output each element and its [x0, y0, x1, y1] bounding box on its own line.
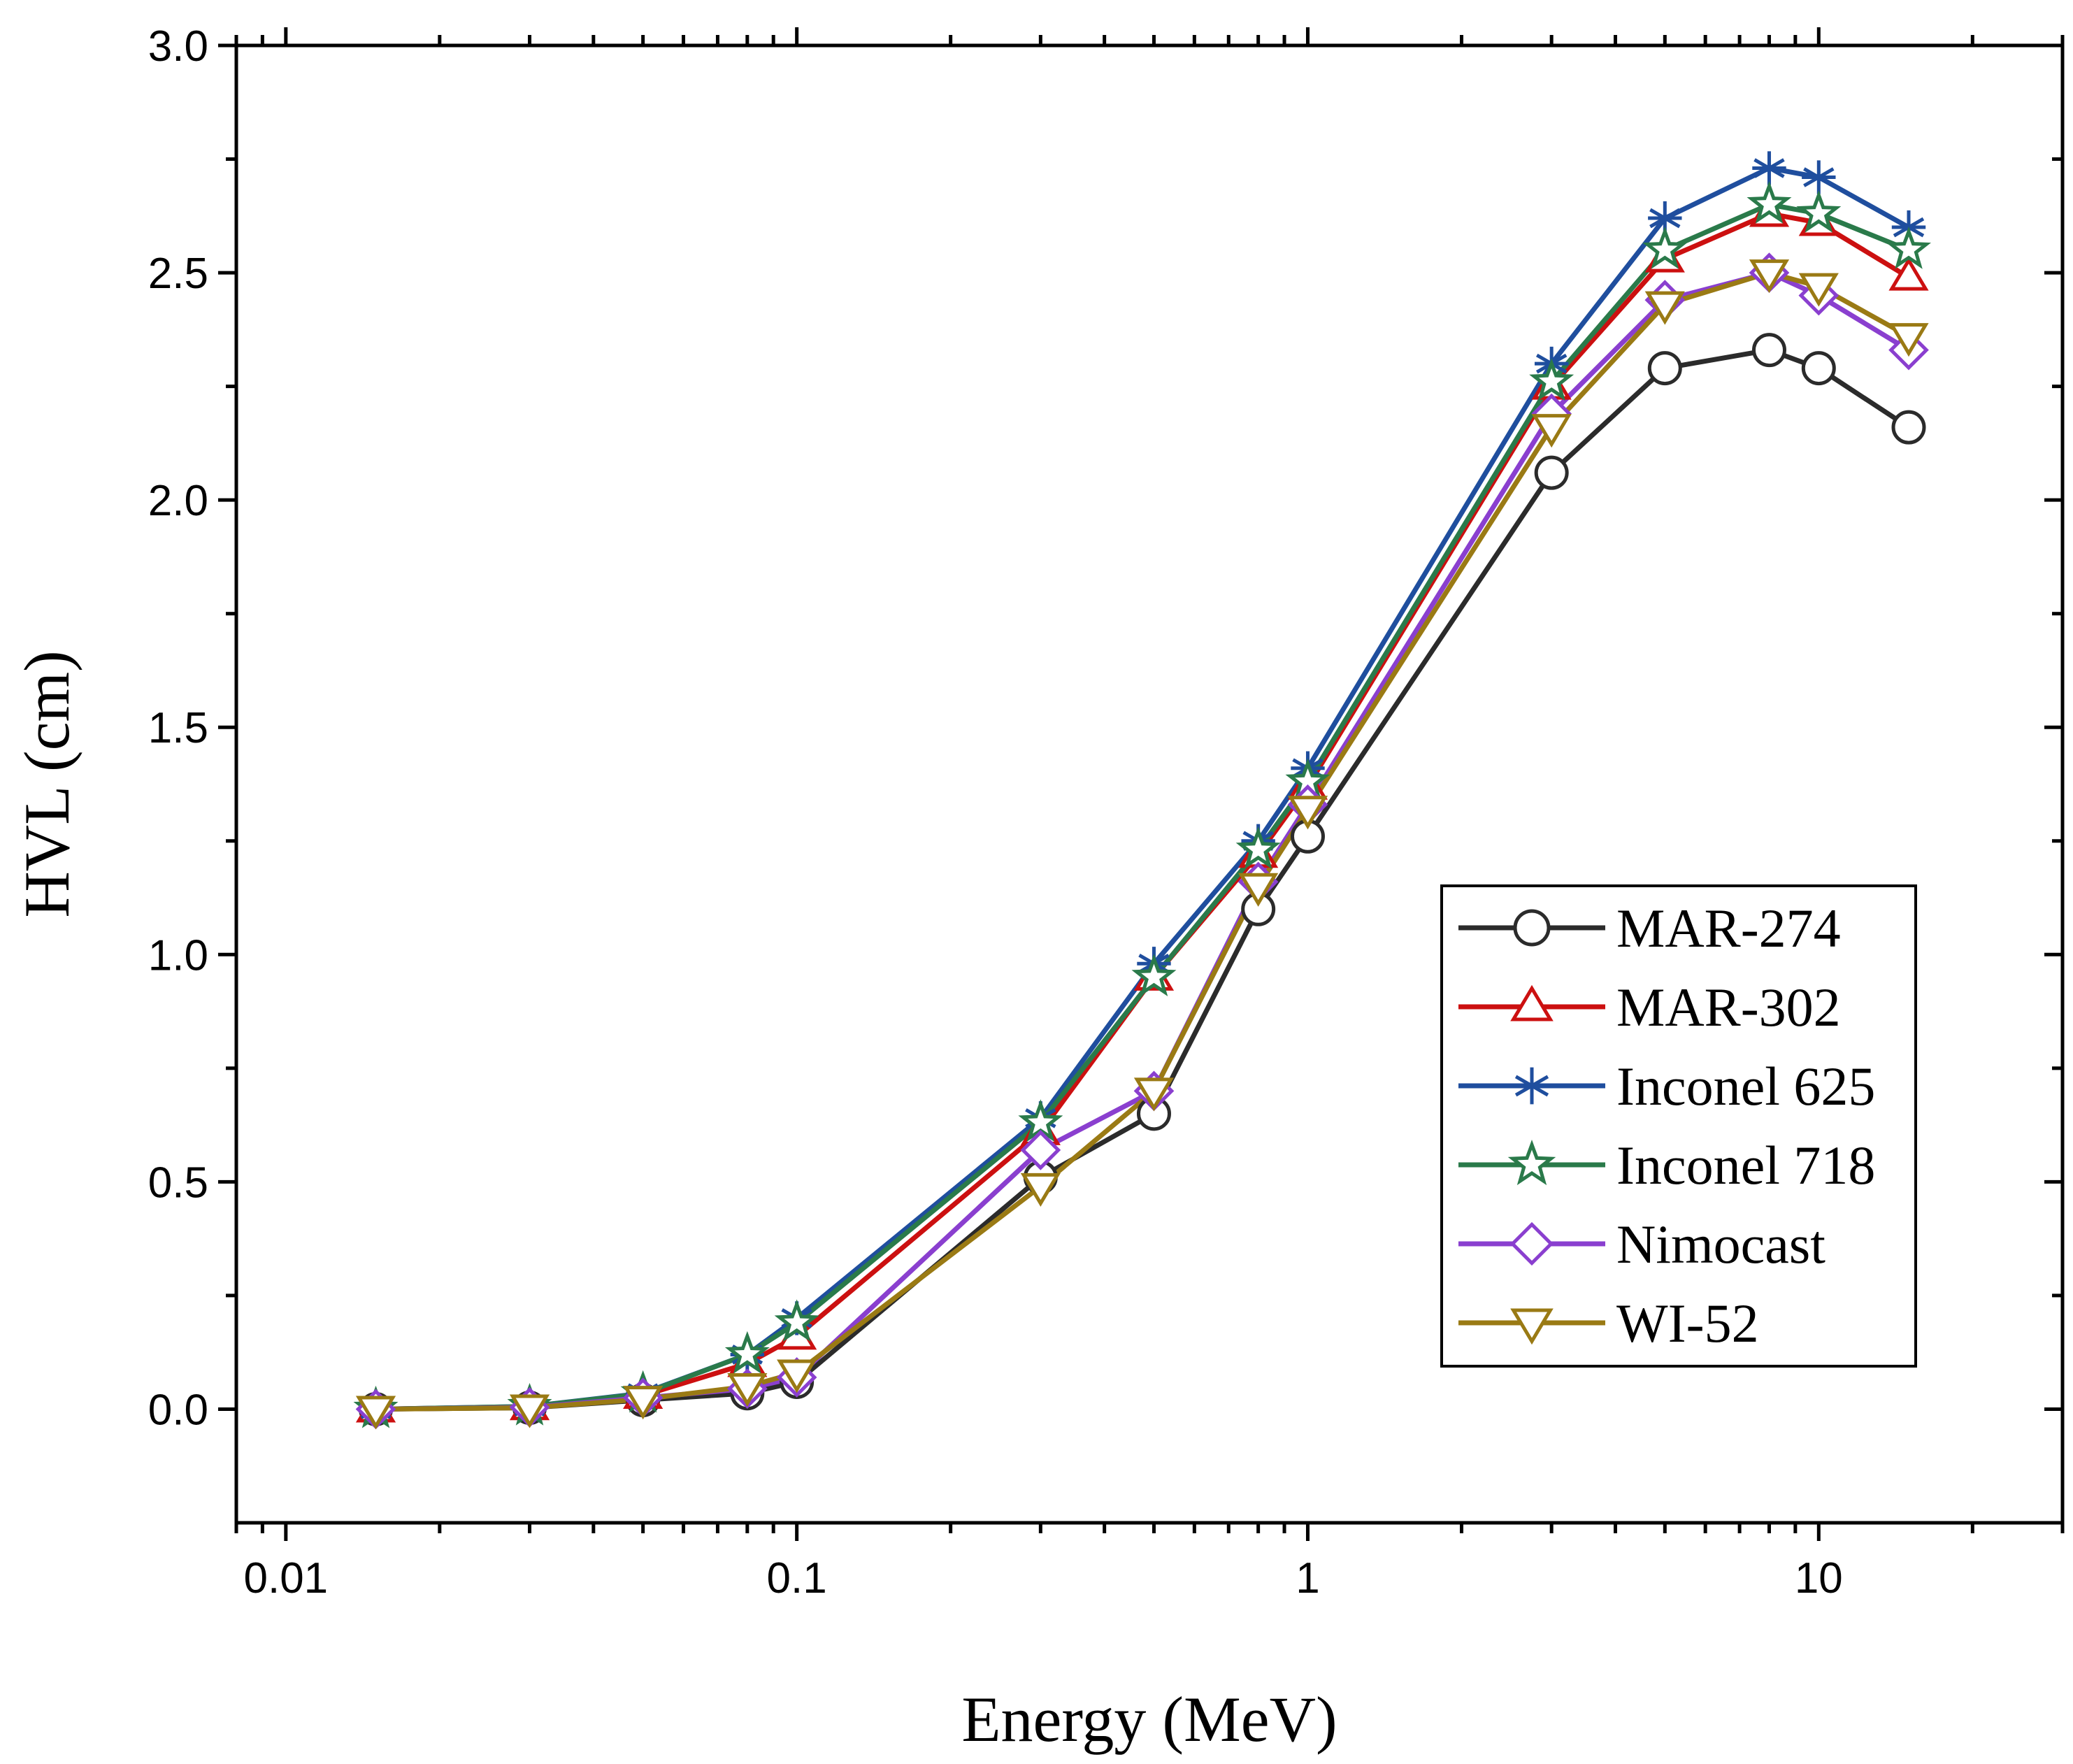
y-tick-label: 2.5 — [148, 250, 208, 298]
data-point-triangle-down — [1644, 291, 1685, 325]
legend-label: MAR-274 — [1616, 898, 1841, 959]
legend-label: WI-52 — [1616, 1293, 1759, 1354]
legend-label: Nimocast — [1616, 1214, 1825, 1275]
data-point-triangle-down — [509, 1394, 550, 1428]
data-point-diamond — [1020, 1130, 1061, 1170]
data-point-triangle-down — [355, 1396, 396, 1430]
data-point-asterisk — [1802, 160, 1836, 194]
x-tick-label: 1 — [1296, 1554, 1319, 1602]
y-axis-title: HVL (cm) — [11, 650, 83, 917]
x-tick-label: 0.01 — [243, 1554, 328, 1602]
x-axis: 0.01 0.1 1 10 — [234, 27, 2065, 1602]
data-point-triangle-down — [1531, 414, 1572, 448]
data-point-triangle-down — [1133, 1077, 1175, 1112]
data-point-diamond — [1509, 1221, 1554, 1266]
data-point-star — [1796, 189, 1842, 233]
plot-frame — [234, 43, 2065, 1525]
data-point-triangle-down — [1749, 259, 1790, 294]
data-point-triangle-down — [623, 1386, 663, 1420]
data-point-star — [1131, 954, 1177, 997]
data-point-circle — [1513, 909, 1551, 947]
data-point-star — [1235, 826, 1281, 869]
data-point-triangle-up — [1888, 257, 1929, 291]
legend-label: Inconel 625 — [1616, 1056, 1875, 1117]
data-point-circle — [1751, 333, 1786, 368]
legend-label: MAR-302 — [1616, 977, 1841, 1038]
data-point-triangle-down — [1020, 1173, 1061, 1207]
x-tick-label: 0.1 — [767, 1554, 827, 1602]
data-point-asterisk — [1513, 1067, 1551, 1105]
legend: MAR-274 MAR-302 Inconel 625 Inconel 718 Nimo… — [1440, 884, 1917, 1368]
series-markers — [353, 151, 1931, 1430]
data-point-star — [1746, 180, 1792, 224]
data-point-star — [774, 1299, 819, 1342]
y-tick-label: 1.5 — [148, 704, 208, 752]
x-axis-title: Energy (MeV) — [961, 1684, 1337, 1755]
series-markers-group — [355, 259, 1929, 1430]
data-point-triangle-down — [1510, 1308, 1554, 1345]
data-point-triangle-down — [1238, 873, 1279, 907]
data-point-asterisk — [1752, 151, 1786, 185]
data-point-star — [1507, 1139, 1556, 1186]
data-point-star — [1642, 226, 1688, 269]
data-point-circle — [1534, 455, 1569, 490]
data-point-star — [1886, 226, 1931, 269]
data-point-circle — [1891, 410, 1926, 445]
y-tick-label: 0.5 — [148, 1159, 208, 1207]
legend-label: Inconel 718 — [1616, 1135, 1875, 1196]
data-point-circle — [1647, 351, 1682, 386]
data-point-triangle-down — [1287, 796, 1328, 830]
data-point-star — [724, 1331, 770, 1374]
data-point-triangle-up — [1510, 984, 1554, 1021]
y-axis: 0.0 0.5 1.0 1.5 2.0 2.5 3.0 — [148, 22, 2063, 1434]
y-tick-label: 1.0 — [148, 931, 208, 980]
data-point-triangle-down — [727, 1372, 768, 1407]
data-point-circle — [1801, 351, 1836, 386]
y-tick-label: 0.0 — [148, 1386, 208, 1434]
data-point-triangle-down — [1888, 323, 1929, 357]
y-tick-label: 2.0 — [148, 477, 208, 525]
data-point-star — [1529, 358, 1575, 401]
x-tick-label: 10 — [1795, 1554, 1843, 1602]
data-point-triangle-down — [1798, 273, 1839, 307]
y-tick-label: 3.0 — [148, 22, 208, 71]
legend-box — [1440, 884, 1917, 1368]
data-point-triangle-down — [777, 1359, 817, 1393]
